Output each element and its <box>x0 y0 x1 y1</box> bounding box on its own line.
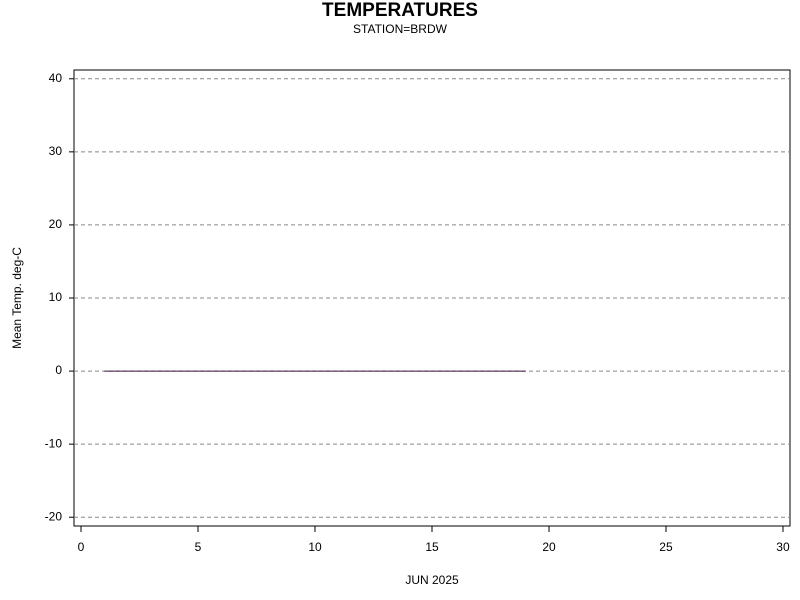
y-tick-label: 0 <box>55 363 62 377</box>
y-tick-label: 40 <box>49 71 63 85</box>
chart-subtitle: STATION=BRDW <box>353 22 448 36</box>
y-tick-label: 30 <box>49 144 63 158</box>
y-tick-label: -10 <box>45 436 63 450</box>
x-tick-label: 5 <box>195 540 202 554</box>
x-tick-label: 20 <box>542 540 556 554</box>
x-tick-label: 10 <box>308 540 322 554</box>
x-tick-label: 0 <box>78 540 85 554</box>
x-axis-label: JUN 2025 <box>405 573 459 587</box>
x-tick-label: 30 <box>776 540 790 554</box>
x-tick-label: 15 <box>425 540 439 554</box>
y-axis-label: Mean Temp. deg-C <box>10 247 24 349</box>
chart-title: TEMPERATURES <box>322 0 478 21</box>
y-tick-label: -20 <box>45 509 63 523</box>
y-tick-label: 10 <box>49 290 63 304</box>
y-tick-label: 20 <box>49 217 63 231</box>
x-tick-label: 25 <box>659 540 673 554</box>
